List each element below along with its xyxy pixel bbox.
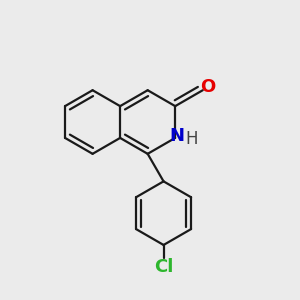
Text: H: H — [185, 130, 198, 148]
Text: O: O — [200, 78, 216, 96]
Text: N: N — [169, 128, 184, 146]
Text: Cl: Cl — [154, 258, 173, 276]
